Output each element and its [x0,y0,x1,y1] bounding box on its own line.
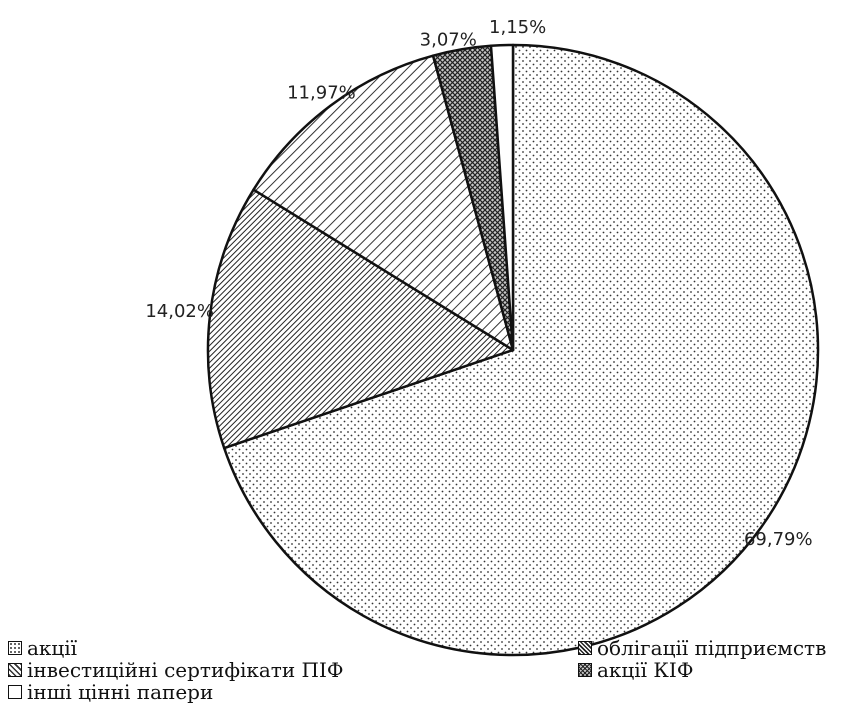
pie-value-labels: 69,79% 14,02% 11,97% 3,07% 1,15% [145,17,812,550]
slice-value-label-5: 1,15% [489,17,546,38]
slice-value-label-4: 3,07% [420,29,477,50]
pie-slice-1 [222,43,820,657]
slice-value-label-1: 69,79% [744,529,813,550]
pie-slice-5 [489,43,515,352]
pie-slices [206,43,820,657]
slice-value-label-2: 14,02% [145,301,214,322]
slice-value-label-3: 11,97% [287,82,356,103]
pie-slice-3 [252,54,515,352]
pie-slice-2 [206,188,515,450]
